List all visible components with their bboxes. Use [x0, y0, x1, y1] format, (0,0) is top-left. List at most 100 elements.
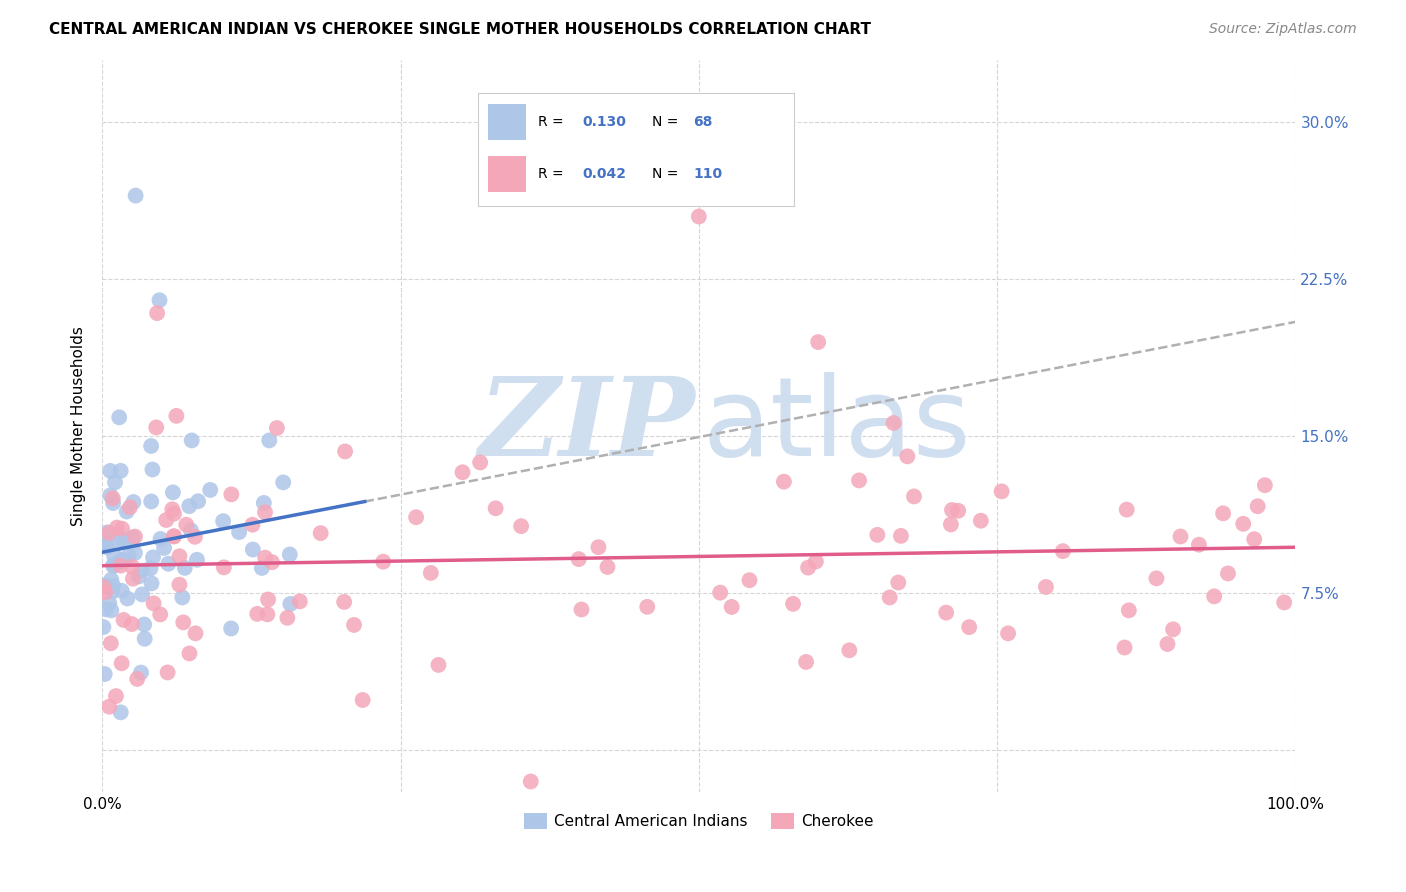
Point	[782, 597, 804, 611]
Point	[98, 699, 121, 714]
Point	[221, 487, 243, 501]
Point	[288, 594, 311, 608]
Point	[180, 434, 202, 448]
Point	[903, 490, 925, 504]
Point	[636, 599, 658, 614]
Point	[112, 613, 135, 627]
Point	[571, 602, 593, 616]
Point	[98, 464, 121, 478]
Point	[309, 526, 332, 541]
Point	[98, 596, 121, 610]
Point	[105, 520, 128, 534]
Point	[110, 464, 132, 478]
Point	[134, 617, 156, 632]
Point	[145, 420, 167, 434]
Point	[169, 549, 191, 564]
Point	[174, 517, 197, 532]
Point	[141, 462, 163, 476]
Point	[184, 626, 207, 640]
Point	[103, 558, 125, 573]
Point	[142, 550, 165, 565]
Point	[163, 507, 186, 521]
Point	[1161, 623, 1184, 637]
Point	[256, 607, 278, 622]
Point	[163, 529, 186, 543]
Point	[883, 416, 905, 430]
Point	[93, 578, 115, 592]
Point	[253, 505, 276, 519]
Point	[278, 548, 301, 562]
Point	[246, 607, 269, 621]
Point	[172, 591, 194, 605]
Point	[96, 541, 118, 555]
Point	[212, 560, 235, 574]
Point	[1156, 637, 1178, 651]
Point	[254, 550, 277, 565]
Point	[149, 607, 172, 622]
Point	[773, 475, 796, 489]
Point	[122, 572, 145, 586]
Point	[343, 618, 366, 632]
Point	[1188, 538, 1211, 552]
Point	[228, 525, 250, 540]
Point	[1146, 571, 1168, 585]
Point	[149, 532, 172, 546]
Point	[153, 541, 176, 555]
Point	[121, 559, 143, 574]
Point	[1170, 529, 1192, 543]
Point	[179, 499, 201, 513]
Point	[970, 514, 993, 528]
Point	[131, 564, 153, 578]
Point	[127, 672, 149, 686]
Point	[111, 552, 134, 566]
Point	[333, 595, 356, 609]
Point	[1212, 506, 1234, 520]
Point	[1232, 516, 1254, 531]
Point	[738, 573, 761, 587]
Point	[896, 450, 918, 464]
Text: CENTRAL AMERICAN INDIAN VS CHEROKEE SINGLE MOTHER HOUSEHOLDS CORRELATION CHART: CENTRAL AMERICAN INDIAN VS CHEROKEE SING…	[49, 22, 872, 37]
Point	[112, 554, 135, 568]
Point	[94, 585, 117, 599]
Point	[104, 689, 127, 703]
Point	[111, 657, 134, 671]
Point	[172, 615, 194, 630]
Point	[111, 583, 134, 598]
Point	[163, 529, 186, 543]
Point	[596, 560, 619, 574]
Point	[98, 488, 121, 502]
Point	[1118, 603, 1140, 617]
Point	[1052, 544, 1074, 558]
Point	[1254, 478, 1277, 492]
Point	[101, 491, 124, 506]
Point	[219, 622, 242, 636]
Point	[848, 474, 870, 488]
Point	[588, 540, 610, 554]
Point	[939, 517, 962, 532]
Point	[186, 553, 208, 567]
Point	[352, 693, 374, 707]
Point	[419, 566, 441, 580]
Point	[187, 494, 209, 508]
Point	[101, 584, 124, 599]
Point	[100, 603, 122, 617]
Point	[142, 596, 165, 610]
Point	[141, 576, 163, 591]
Point	[1115, 502, 1137, 516]
Point	[990, 484, 1012, 499]
Point	[139, 439, 162, 453]
Point	[121, 530, 143, 544]
Point	[157, 557, 180, 571]
Point	[519, 774, 541, 789]
Point	[165, 409, 187, 423]
Point	[139, 561, 162, 575]
Point	[485, 501, 508, 516]
Point	[1246, 500, 1268, 514]
Point	[890, 529, 912, 543]
Point	[804, 555, 827, 569]
Point	[427, 657, 450, 672]
Point	[242, 542, 264, 557]
Point	[405, 510, 427, 524]
Point	[93, 580, 115, 594]
Point	[709, 585, 731, 599]
